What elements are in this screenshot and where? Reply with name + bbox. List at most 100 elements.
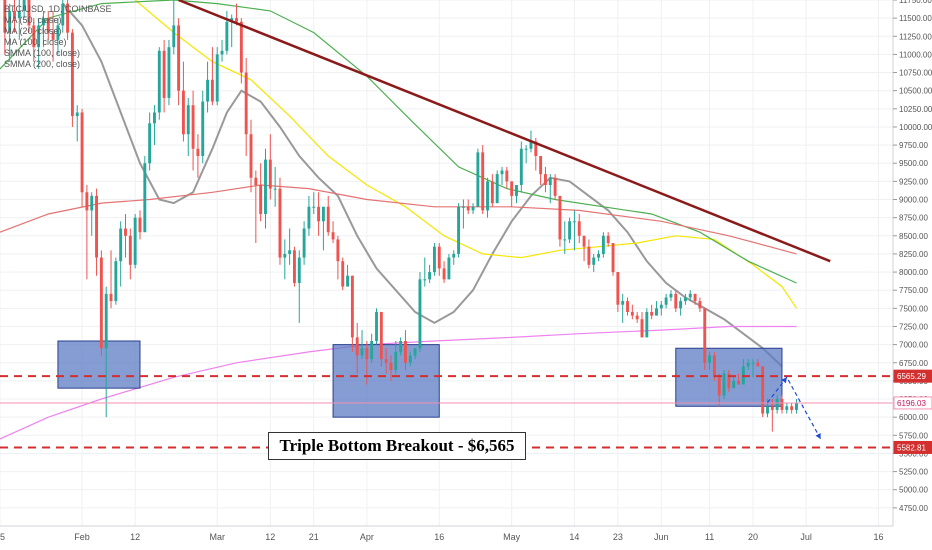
candle bbox=[708, 351, 712, 371]
candle bbox=[3, 0, 7, 55]
legend-ma100: MA (100, close) bbox=[4, 37, 67, 47]
candle-body bbox=[85, 192, 89, 211]
candle-body bbox=[519, 148, 523, 186]
candle-body bbox=[476, 152, 480, 207]
candle bbox=[568, 217, 572, 244]
candle-body bbox=[22, 0, 26, 11]
candle-body bbox=[220, 50, 224, 55]
candle bbox=[461, 199, 465, 229]
support-box bbox=[57, 340, 141, 389]
candle bbox=[56, 18, 60, 55]
candle bbox=[650, 304, 654, 320]
price-tag-box bbox=[893, 369, 932, 383]
candle bbox=[780, 395, 784, 414]
candle-body bbox=[375, 311, 378, 341]
candle bbox=[254, 170, 258, 244]
candle-body bbox=[544, 174, 547, 186]
candle bbox=[746, 359, 750, 371]
candle-body bbox=[761, 366, 765, 414]
x-tick-label: Feb bbox=[74, 532, 90, 542]
candle bbox=[360, 330, 364, 360]
candle-body bbox=[510, 181, 514, 196]
candle-body bbox=[751, 362, 755, 364]
candle bbox=[645, 308, 649, 338]
candle-body bbox=[201, 101, 205, 156]
candle-body bbox=[99, 257, 103, 349]
candle-body bbox=[317, 206, 321, 222]
candle-body bbox=[350, 275, 354, 338]
x-tick-label: 12 bbox=[265, 532, 275, 542]
candle bbox=[572, 210, 576, 251]
candle-body bbox=[70, 32, 74, 117]
ma-line-ma20 bbox=[62, 2, 783, 368]
candle-body bbox=[297, 257, 301, 283]
price-tag-box bbox=[893, 396, 932, 410]
candle-body bbox=[153, 112, 156, 124]
candle bbox=[109, 250, 113, 309]
candle-body bbox=[611, 243, 615, 273]
candle bbox=[32, 18, 36, 62]
candle bbox=[389, 355, 393, 381]
candle-body bbox=[27, 0, 31, 26]
candle-body bbox=[548, 177, 552, 186]
candle bbox=[157, 47, 161, 120]
candle bbox=[95, 188, 98, 276]
candle bbox=[148, 112, 152, 171]
candle bbox=[138, 210, 142, 240]
candle bbox=[297, 250, 301, 323]
candle-body bbox=[196, 148, 200, 156]
candle-body bbox=[225, 21, 229, 51]
candle-body bbox=[186, 105, 190, 135]
price-tag: 6196.03 bbox=[893, 396, 932, 410]
legend-smma200: SMMA (200, close) bbox=[4, 59, 81, 69]
legend-symbol: BTC/USD, 1D, COINBASE bbox=[4, 4, 112, 14]
candle-body bbox=[389, 362, 393, 371]
candle bbox=[717, 373, 721, 407]
candle bbox=[500, 166, 504, 186]
x-tick-label: May bbox=[503, 532, 521, 542]
candle-body bbox=[399, 340, 403, 352]
y-tick-label: 11000.00 bbox=[899, 50, 932, 59]
x-tick-label: Jul bbox=[800, 532, 812, 542]
price-tag: 6565.29 bbox=[893, 369, 932, 383]
candle-body bbox=[703, 308, 707, 363]
candle-body bbox=[756, 362, 760, 367]
trendline bbox=[178, 0, 831, 263]
candle bbox=[621, 293, 625, 323]
candle bbox=[17, 0, 21, 40]
candle bbox=[235, 3, 238, 26]
candle bbox=[167, 39, 171, 106]
x-tick-label: 14 bbox=[569, 532, 579, 542]
candle bbox=[293, 246, 296, 287]
y-tick-label: 6000.00 bbox=[899, 413, 928, 422]
y-tick-label: 5500.00 bbox=[899, 449, 928, 458]
candle-body bbox=[698, 301, 702, 309]
y-tick-label: 11500.00 bbox=[899, 14, 932, 23]
candle bbox=[99, 250, 103, 356]
candle bbox=[795, 399, 798, 414]
candle bbox=[220, 39, 224, 62]
candle-body bbox=[688, 293, 692, 298]
arrow-head-icon bbox=[781, 377, 787, 384]
candle-body bbox=[621, 301, 625, 305]
candle bbox=[770, 399, 774, 432]
candle-body bbox=[95, 195, 98, 258]
ma-line-ma50 bbox=[134, 0, 797, 309]
candle bbox=[490, 174, 494, 207]
candle-body bbox=[264, 159, 267, 215]
candle-body bbox=[490, 181, 494, 204]
candle bbox=[375, 308, 378, 345]
candle bbox=[447, 253, 451, 280]
candle bbox=[683, 293, 687, 305]
candle bbox=[553, 174, 557, 200]
candle-body bbox=[626, 301, 629, 312]
candle bbox=[640, 311, 644, 338]
price-tag: 5582.81 bbox=[893, 440, 932, 454]
candle-body bbox=[172, 25, 176, 48]
y-tick-label: 5750.00 bbox=[899, 431, 928, 440]
candle-body bbox=[572, 221, 576, 223]
candle bbox=[341, 257, 345, 291]
candle bbox=[761, 366, 765, 418]
candle-body bbox=[360, 348, 364, 356]
